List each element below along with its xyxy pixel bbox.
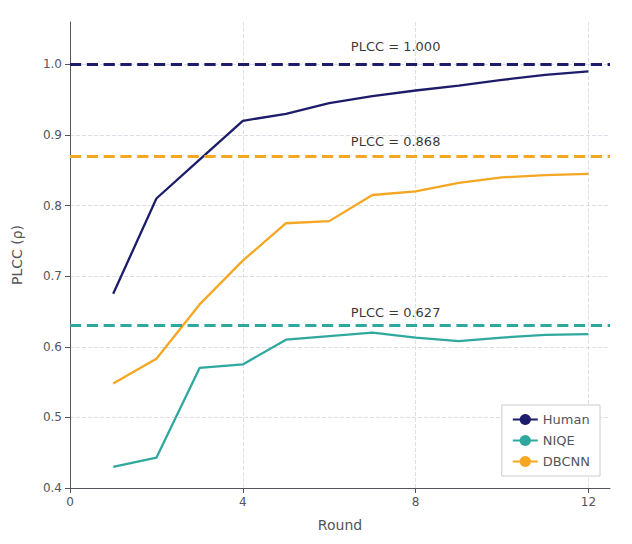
svg-text:DBCNN: DBCNN: [543, 454, 590, 469]
svg-text:12: 12: [581, 495, 596, 509]
svg-text:0.7: 0.7: [43, 269, 62, 283]
svg-text:PLCC (ρ): PLCC (ρ): [9, 225, 25, 285]
svg-text:Human: Human: [543, 412, 590, 427]
svg-text:0: 0: [66, 495, 74, 509]
svg-text:0.8: 0.8: [43, 199, 62, 213]
svg-text:0.4: 0.4: [43, 481, 62, 495]
svg-text:1.0: 1.0: [43, 57, 62, 71]
svg-text:0.9: 0.9: [43, 128, 62, 142]
svg-text:PLCC = 0.627: PLCC = 0.627: [351, 305, 441, 320]
svg-text:8: 8: [412, 495, 420, 509]
svg-text:4: 4: [239, 495, 247, 509]
svg-text:NIQE: NIQE: [543, 433, 575, 448]
svg-text:PLCC = 1.000: PLCC = 1.000: [351, 39, 441, 54]
svg-text:Round: Round: [318, 517, 362, 533]
svg-text:0.6: 0.6: [43, 340, 62, 354]
svg-text:0.5: 0.5: [43, 410, 62, 424]
svg-text:PLCC = 0.868: PLCC = 0.868: [351, 134, 441, 149]
